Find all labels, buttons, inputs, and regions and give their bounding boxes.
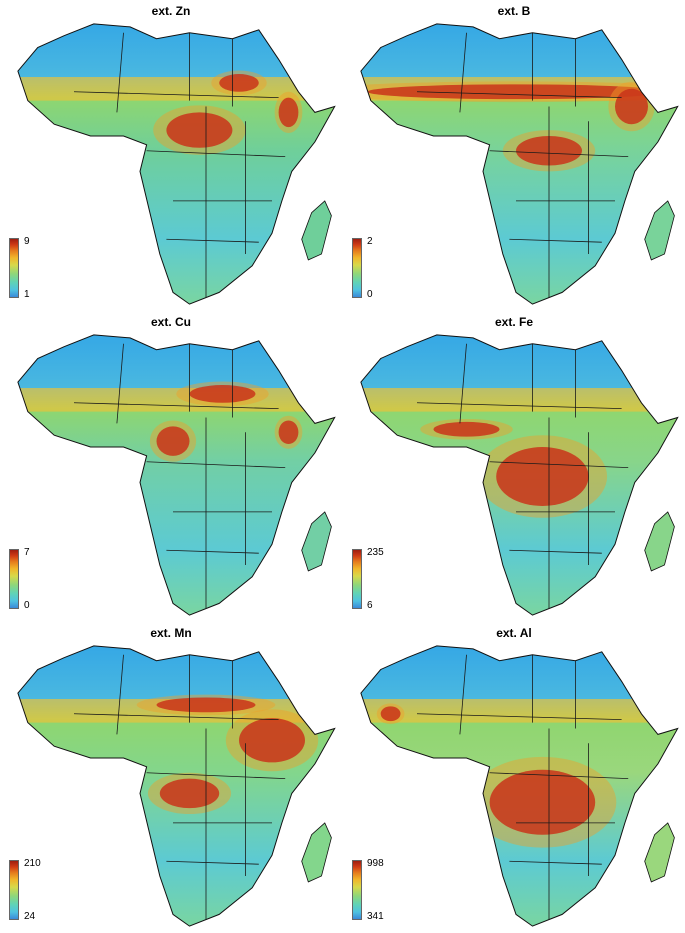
legend-min-label: 0 [24, 600, 30, 611]
panel-title: ext. Mn [150, 626, 192, 640]
panel-title: ext. Zn [151, 4, 191, 18]
legend-max-label: 210 [24, 858, 41, 869]
legend-min-label: 6 [367, 600, 373, 611]
color-scale-bar [9, 238, 19, 298]
africa-map [17, 645, 336, 927]
legend-max-label: 2 [367, 236, 373, 247]
map-panel: ext. Cu 7 0 [0, 311, 342, 622]
panel-title: ext. B [497, 4, 531, 18]
map-panel: ext. Mn 210 24 [0, 622, 342, 933]
map-panel: ext. Fe 235 6 [343, 311, 685, 622]
map-panel: ext. Zn 9 1 [0, 0, 342, 311]
legend-min-label: 1 [24, 289, 30, 300]
africa-map [17, 23, 336, 305]
color-scale-bar [352, 238, 362, 298]
color-scale-bar [352, 549, 362, 609]
legend-max-label: 998 [367, 858, 384, 869]
legend-max-label: 235 [367, 547, 384, 558]
color-scale-bar [352, 860, 362, 920]
africa-map [360, 334, 679, 616]
africa-map [360, 23, 679, 305]
legend-min-label: 24 [24, 911, 36, 922]
panel-title: ext. Cu [150, 315, 191, 329]
map-panel: ext. Al 998 341 [343, 622, 685, 933]
africa-map [360, 645, 679, 927]
legend-max-label: 7 [24, 547, 30, 558]
color-scale-bar [9, 549, 19, 609]
legend-min-label: 341 [367, 911, 384, 922]
legend-max-label: 9 [24, 236, 30, 247]
africa-map [17, 334, 336, 616]
map-panel: ext. B 2 0 [343, 0, 685, 311]
panel-title: ext. Fe [494, 315, 533, 329]
panel-title: ext. Al [496, 626, 532, 640]
color-scale-bar [9, 860, 19, 920]
legend-min-label: 0 [367, 289, 373, 300]
